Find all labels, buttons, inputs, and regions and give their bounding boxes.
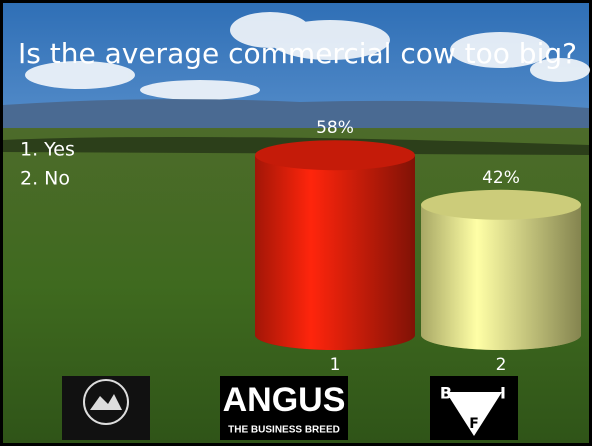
clouds [25, 12, 590, 100]
value-label: 42% [482, 168, 520, 188]
bar-top [255, 140, 415, 171]
chart: 58% 1 42% 2 [255, 118, 581, 375]
logo-text: THE BUSINESS BREED [228, 425, 340, 436]
x-tick-label: 1 [330, 355, 341, 375]
x-tick-label: 2 [496, 355, 507, 375]
mountains [3, 99, 589, 135]
logo-text: F [469, 416, 479, 432]
bar-bottom-front [255, 320, 415, 350]
bar-top [421, 189, 581, 220]
option: 2. No [20, 168, 70, 190]
logo-text: ANGUS [223, 381, 346, 419]
logo-angus: ANGUS THE BUSINESS BREED [220, 376, 348, 440]
logo-text: B [440, 384, 452, 403]
logo-text: I [500, 384, 506, 403]
value-label: 58% [316, 118, 354, 138]
logo-left [62, 376, 150, 440]
title: Is the average commercial cow too big? [18, 37, 577, 70]
option: 1. Yes [20, 139, 75, 161]
logo-bif: B I F [430, 376, 518, 440]
bar-bottom-front [421, 320, 581, 350]
bar [421, 204, 581, 335]
bar [255, 155, 415, 335]
